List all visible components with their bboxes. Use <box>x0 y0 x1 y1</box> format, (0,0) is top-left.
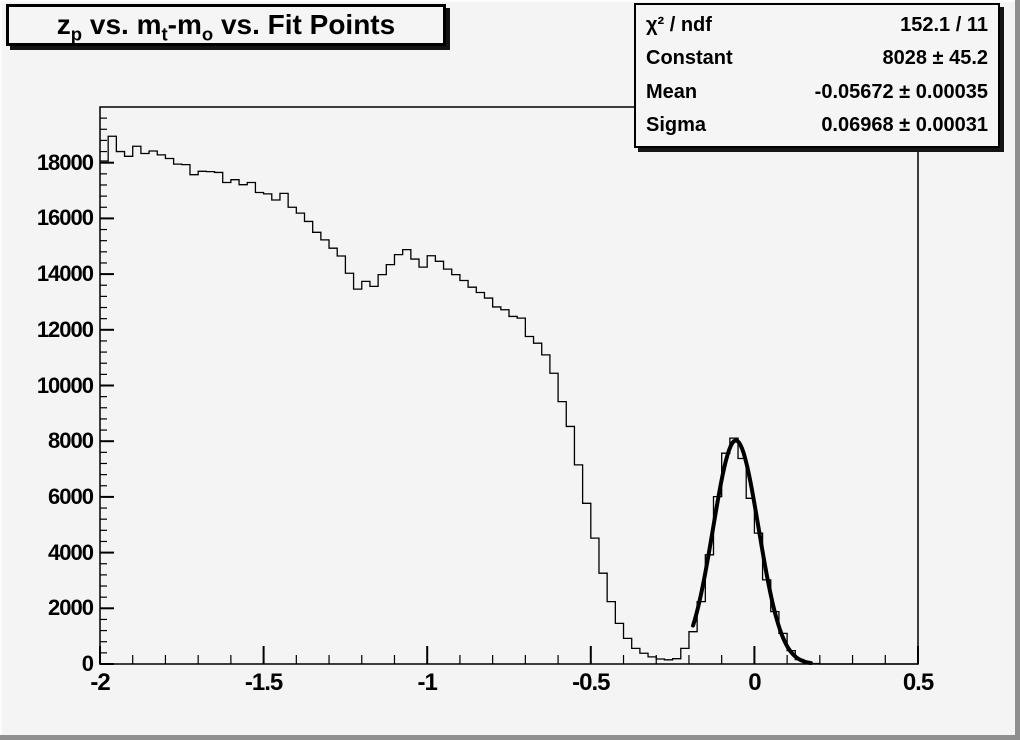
x-tick-label: -1 <box>417 669 438 696</box>
gaussian-fit-curve <box>691 438 813 665</box>
x-tick-label: 0 <box>748 669 761 696</box>
y-tick-label: 6000 <box>48 483 94 509</box>
y-tick-label: 2000 <box>48 595 94 621</box>
x-tick-label: -0.5 <box>572 669 610 696</box>
histogram-step-line <box>100 135 918 665</box>
stats-value: -0.05672 ± 0.00035 <box>814 80 988 103</box>
plot-title-text: zp vs. mt-mo vs. Fit Points <box>56 9 396 45</box>
stats-value: 8028 ± 45.2 <box>882 47 988 70</box>
stats-label: Constant <box>646 47 733 70</box>
y-tick-label: 16000 <box>36 205 94 231</box>
title-subscript: o <box>201 23 214 45</box>
stats-row-chi2: χ² / ndf 152.1 / 11 <box>646 14 988 37</box>
x-tick-label: -2 <box>90 669 110 696</box>
stats-value: 152.1 / 11 <box>900 14 988 37</box>
plot-title-box: zp vs. mt-mo vs. Fit Points <box>6 4 446 46</box>
y-tick-label: 8000 <box>48 428 94 454</box>
stats-box: χ² / ndf 152.1 / 11 Constant 8028 ± 45.2… <box>634 3 1000 148</box>
stats-value: 0.06968 ± 0.00031 <box>821 113 988 136</box>
plot-frame <box>99 106 919 665</box>
y-tick-label: 12000 <box>36 316 94 342</box>
stats-label: Mean <box>646 80 698 103</box>
title-subscript: p <box>70 23 83 45</box>
y-tick-label: 14000 <box>36 261 94 287</box>
y-tick-label: 18000 <box>36 149 94 175</box>
stats-row-mean: Mean -0.05672 ± 0.00035 <box>646 81 988 104</box>
title-subscript: t <box>161 23 168 45</box>
stats-row-constant: Constant 8028 ± 45.2 <box>646 47 988 70</box>
y-tick-label: 0 <box>81 651 94 676</box>
stats-label: χ² / ndf <box>646 14 712 37</box>
x-tick-label: -1.5 <box>244 669 283 696</box>
stats-row-sigma: Sigma 0.06968 ± 0.00031 <box>646 114 988 137</box>
y-tick-label: 4000 <box>48 539 94 565</box>
x-tick-label: 0.5 <box>902 669 934 696</box>
stats-label: Sigma <box>646 113 707 136</box>
y-tick-label: 10000 <box>36 372 94 398</box>
